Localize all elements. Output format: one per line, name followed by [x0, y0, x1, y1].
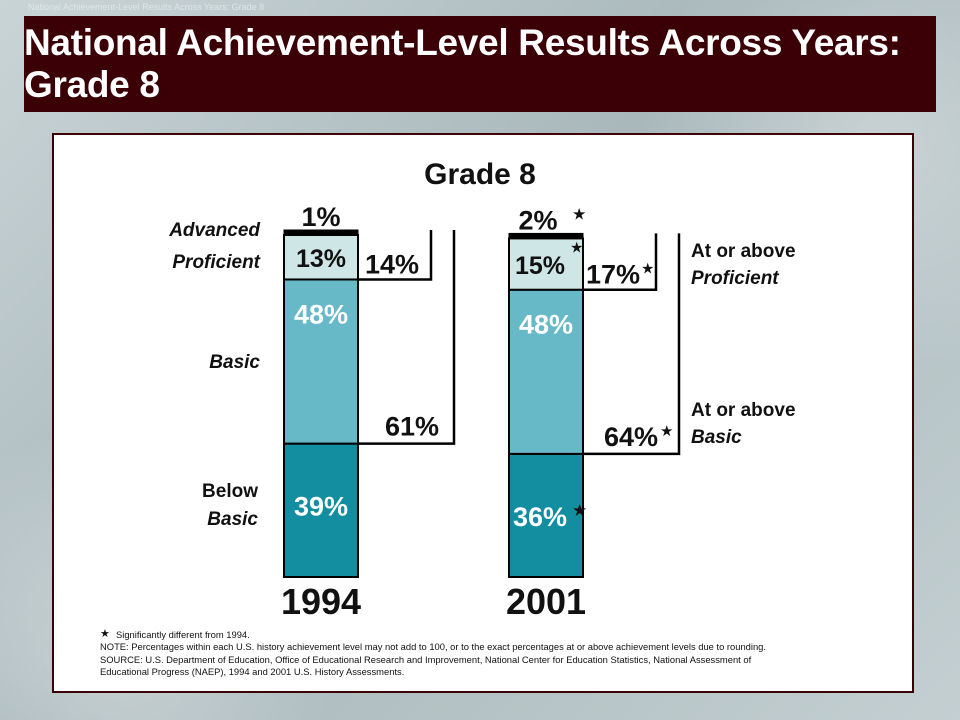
source-note-line-1: SOURCE: U.S. Department of Education, Of…	[100, 653, 752, 665]
significance-note: ★ Significantly different from 1994.	[100, 627, 900, 641]
advanced-star-icon-2001: ★	[572, 204, 586, 223]
advanced-value-1994: 1%	[301, 202, 340, 232]
basic-bracket-2001	[583, 233, 681, 456]
basic-value-2001: 48%	[519, 310, 573, 340]
at-or-above-proficient-value-2001: 17%	[586, 260, 640, 290]
basic-bracket-1994	[358, 230, 456, 445]
advanced-value-2001: 2%	[518, 205, 557, 235]
below-basic-star-icon-2001: ★	[572, 501, 587, 521]
chart-notes: ★ Significantly different from 1994. NOT…	[100, 627, 900, 679]
significance-note-text: Significantly different from 1994.	[116, 629, 250, 640]
legend-at-or-above-basic-line-1: At or above	[691, 400, 796, 421]
chart-title: Grade 8	[424, 158, 536, 191]
star-icon: ★	[100, 627, 110, 640]
year-label-1994: 1994	[281, 581, 361, 622]
proficient-value-2001: 15%	[515, 252, 565, 280]
at-or-above-basic-star-icon-2001: ★	[660, 422, 673, 440]
legend-at-or-above-proficient-line-1: At or above	[691, 241, 796, 262]
chart-panel	[52, 133, 914, 693]
below-basic-value-1994: 39%	[294, 492, 348, 522]
title-banner: National Achievement-Level Results Acros…	[24, 16, 936, 112]
proficient-value-1994: 13%	[296, 245, 346, 273]
proficient-star-icon-2001: ★	[570, 238, 583, 256]
level-label-proficient: Proficient	[172, 252, 260, 273]
level-label-below-basic-line-1: Below	[202, 481, 258, 502]
at-or-above-basic-value-2001: 64%	[604, 422, 658, 452]
slide-title: National Achievement-Level Results Acros…	[24, 22, 901, 105]
level-label-below-basic-line-2: Basic	[207, 509, 258, 530]
at-or-above-proficient-star-icon-2001: ★	[641, 260, 654, 278]
at-or-above-proficient-value-1994: 14%	[365, 249, 419, 279]
basic-value-1994: 48%	[294, 299, 348, 329]
source-note-line-2: Educational Progress (NAEP), 1994 and 20…	[100, 666, 405, 678]
bar-proficient-1994	[283, 234, 359, 281]
level-label-basic: Basic	[209, 352, 260, 373]
bar-basic-2001	[508, 288, 584, 455]
watermark-text: National Achievement-Level Results Acros…	[28, 2, 265, 12]
year-label-2001: 2001	[506, 581, 586, 622]
below-basic-value-2001: 36%	[513, 502, 567, 532]
legend-at-or-above-basic-line-2: Basic	[691, 427, 742, 448]
proficient-bracket-1994	[358, 230, 433, 281]
at-or-above-basic-value-1994: 61%	[385, 412, 439, 442]
level-label-advanced: Advanced	[168, 220, 260, 241]
proficient-bracket-2001	[583, 233, 658, 291]
bar-below-basic-2001	[508, 452, 584, 579]
rounding-note: NOTE: Percentages within each U.S. histo…	[100, 641, 767, 653]
legend-at-or-above-proficient-line-2: Proficient	[691, 268, 779, 289]
bar-advanced-2001	[508, 232, 584, 239]
bar-below-basic-1994	[283, 442, 359, 578]
bar-advanced-1994	[283, 229, 359, 236]
